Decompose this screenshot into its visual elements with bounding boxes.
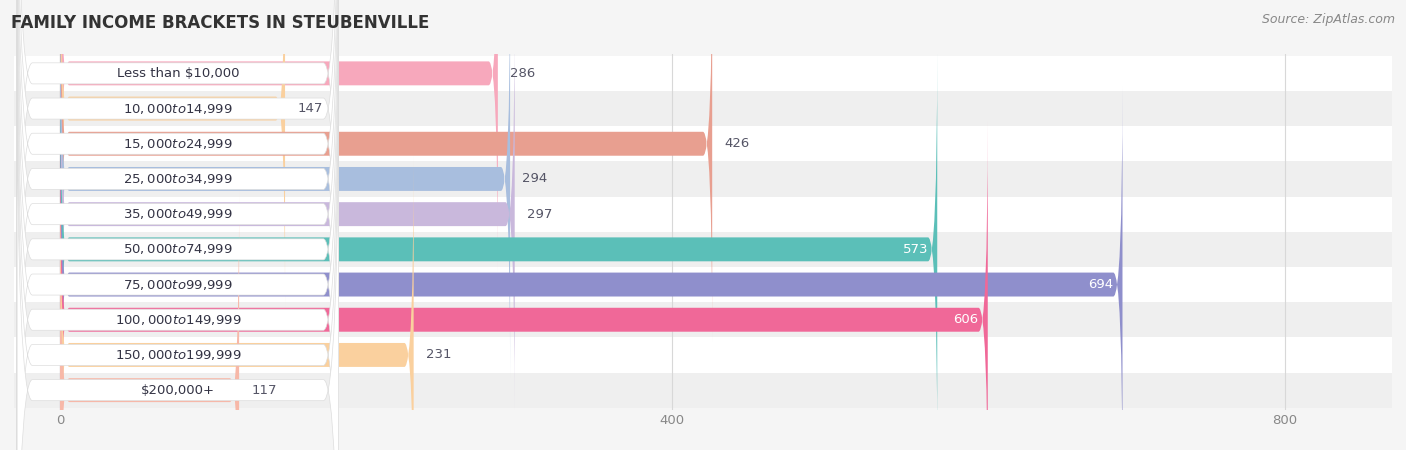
Text: $200,000+: $200,000+ (141, 384, 215, 396)
Bar (14, 126, 1392, 162)
FancyBboxPatch shape (60, 156, 413, 450)
Bar (14, 232, 1392, 267)
Text: $10,000 to $14,999: $10,000 to $14,999 (124, 102, 233, 116)
Bar (14, 162, 1392, 197)
Text: $35,000 to $49,999: $35,000 to $49,999 (124, 207, 233, 221)
Text: 297: 297 (527, 207, 553, 220)
FancyBboxPatch shape (60, 15, 515, 414)
Text: 294: 294 (523, 172, 547, 185)
Text: 147: 147 (297, 102, 322, 115)
FancyBboxPatch shape (17, 0, 339, 415)
Text: FAMILY INCOME BRACKETS IN STEUBENVILLE: FAMILY INCOME BRACKETS IN STEUBENVILLE (11, 14, 430, 32)
FancyBboxPatch shape (60, 50, 938, 449)
Bar (14, 267, 1392, 302)
Text: $100,000 to $149,999: $100,000 to $149,999 (115, 313, 242, 327)
Text: $150,000 to $199,999: $150,000 to $199,999 (115, 348, 242, 362)
Text: $25,000 to $34,999: $25,000 to $34,999 (124, 172, 233, 186)
Bar (14, 91, 1392, 126)
Text: $50,000 to $74,999: $50,000 to $74,999 (124, 243, 233, 256)
Text: 117: 117 (252, 384, 277, 396)
FancyBboxPatch shape (60, 121, 988, 450)
Text: $75,000 to $99,999: $75,000 to $99,999 (124, 278, 233, 292)
Bar (14, 197, 1392, 232)
FancyBboxPatch shape (60, 191, 239, 450)
FancyBboxPatch shape (17, 0, 339, 450)
Text: 286: 286 (510, 67, 536, 80)
FancyBboxPatch shape (60, 86, 1122, 450)
FancyBboxPatch shape (60, 0, 498, 273)
Text: Source: ZipAtlas.com: Source: ZipAtlas.com (1261, 14, 1395, 27)
Text: Less than $10,000: Less than $10,000 (117, 67, 239, 80)
FancyBboxPatch shape (17, 0, 339, 450)
FancyBboxPatch shape (60, 0, 713, 343)
Text: 231: 231 (426, 348, 451, 361)
FancyBboxPatch shape (60, 0, 285, 308)
Text: 426: 426 (724, 137, 749, 150)
Bar (14, 56, 1392, 91)
FancyBboxPatch shape (17, 0, 339, 450)
Bar (14, 302, 1392, 338)
FancyBboxPatch shape (60, 0, 510, 378)
Text: 606: 606 (953, 313, 979, 326)
FancyBboxPatch shape (17, 0, 339, 450)
FancyBboxPatch shape (17, 0, 339, 450)
Text: $15,000 to $24,999: $15,000 to $24,999 (124, 137, 233, 151)
Bar (14, 338, 1392, 373)
Text: 694: 694 (1088, 278, 1114, 291)
FancyBboxPatch shape (17, 49, 339, 450)
FancyBboxPatch shape (17, 14, 339, 450)
FancyBboxPatch shape (17, 0, 339, 450)
Text: 573: 573 (903, 243, 928, 256)
Bar (14, 373, 1392, 408)
FancyBboxPatch shape (17, 0, 339, 450)
